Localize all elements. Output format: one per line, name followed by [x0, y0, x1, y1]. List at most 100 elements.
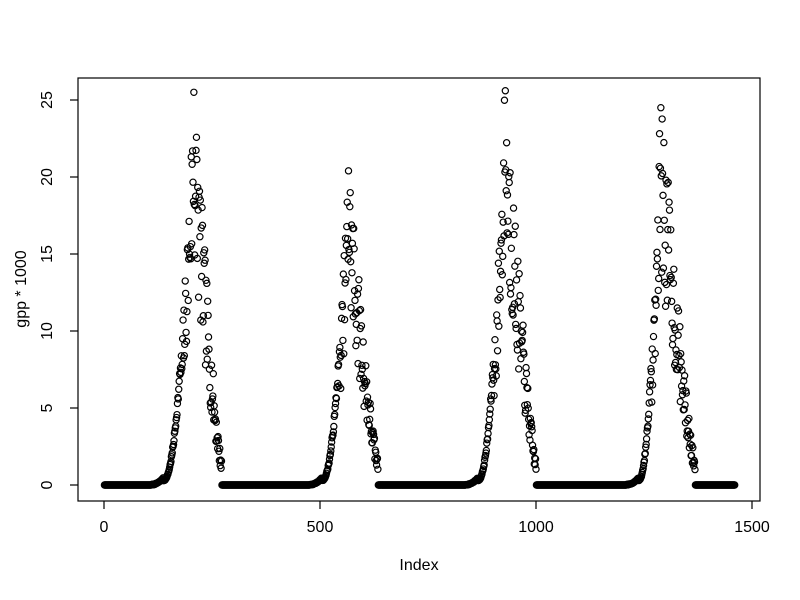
x-tick-label: 1500 [734, 519, 770, 536]
data-point [656, 225, 664, 234]
data-point [500, 96, 509, 104]
data-point [491, 335, 499, 344]
data-point [496, 285, 504, 294]
data-point [518, 336, 526, 345]
data-point [501, 87, 510, 95]
data-point [674, 365, 682, 374]
data-point [486, 410, 494, 418]
data-point [667, 226, 675, 234]
data-point [209, 392, 217, 400]
data-point [648, 398, 656, 406]
data-point [369, 427, 377, 435]
data-point [520, 350, 528, 358]
data-point [654, 216, 662, 224]
y-tick-label: 20 [39, 168, 56, 186]
data-point [357, 322, 366, 330]
data-point [645, 410, 653, 419]
data-point [167, 457, 175, 466]
data-point [642, 435, 651, 443]
y-tick-label: 10 [39, 322, 56, 340]
data-point [523, 400, 532, 409]
data-point [201, 256, 209, 264]
data-point [195, 187, 204, 195]
data-point [370, 434, 379, 443]
data-point [351, 296, 359, 305]
data-point [347, 304, 355, 312]
data-point [208, 408, 216, 416]
data-point [664, 178, 672, 187]
data-point [639, 461, 648, 470]
data-point [492, 365, 500, 373]
data-point [681, 401, 689, 409]
data-point [527, 423, 536, 431]
y-tick-label: 25 [39, 91, 56, 109]
data-point [505, 178, 513, 187]
data-point [365, 415, 374, 424]
data-point [480, 461, 488, 469]
data-point [643, 427, 651, 435]
data-point [207, 361, 216, 369]
data-point [669, 334, 677, 343]
data-point [366, 405, 375, 413]
data-point [651, 349, 659, 358]
data-points [100, 87, 739, 489]
data-point [691, 465, 699, 474]
data-point [677, 349, 685, 358]
data-point [217, 464, 225, 472]
data-point [504, 217, 512, 225]
data-point [492, 372, 500, 380]
data-point [505, 278, 514, 287]
data-point [495, 247, 503, 255]
data-point [686, 430, 694, 438]
data-point [355, 276, 363, 284]
data-point [188, 147, 197, 155]
data-point [333, 383, 341, 391]
data-point [497, 239, 505, 247]
data-point [182, 337, 191, 346]
data-point [658, 115, 666, 123]
data-point [652, 262, 661, 270]
data-point [216, 456, 225, 464]
data-point [206, 403, 215, 412]
data-point [659, 264, 668, 272]
data-point [686, 431, 695, 439]
data-point [648, 381, 657, 389]
data-point [528, 426, 536, 435]
data-point [190, 88, 198, 97]
data-point [334, 360, 343, 369]
data-point [174, 395, 182, 403]
data-point [646, 381, 654, 389]
data-point [527, 418, 535, 427]
data-point [169, 440, 178, 449]
data-point [689, 462, 698, 470]
data-point [490, 391, 498, 400]
data-point [171, 427, 179, 435]
data-point [685, 414, 693, 423]
data-point [645, 388, 654, 396]
data-point [182, 328, 190, 337]
data-point [670, 265, 678, 273]
data-point [494, 259, 503, 267]
data-point [522, 369, 531, 378]
data-point [646, 376, 655, 385]
data-point [345, 245, 353, 254]
data-point [496, 293, 504, 302]
data-point [330, 410, 339, 419]
data-point [661, 278, 669, 287]
data-point [340, 350, 348, 358]
data-point [653, 255, 662, 263]
data-point [664, 225, 672, 234]
data-point [650, 315, 659, 323]
data-point [503, 191, 512, 199]
data-point [654, 274, 663, 283]
data-point [202, 276, 210, 285]
data-point [196, 196, 205, 204]
data-point [649, 356, 657, 364]
data-point [173, 410, 181, 419]
data-point [340, 315, 349, 324]
data-point [194, 183, 202, 192]
data-point [330, 422, 338, 431]
data-point [690, 458, 699, 466]
data-point [660, 138, 668, 147]
